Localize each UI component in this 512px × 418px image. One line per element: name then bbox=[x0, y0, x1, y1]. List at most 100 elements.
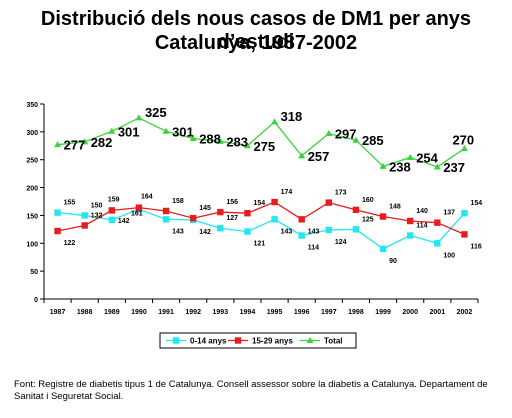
data-label-s2: 275 bbox=[253, 139, 275, 154]
data-point-s1 bbox=[406, 217, 414, 225]
chart-title-line-1: Distribució dels nous casos de DM1 per a… bbox=[40, 8, 472, 53]
data-point-s0 bbox=[271, 216, 278, 223]
data-point-s0 bbox=[81, 212, 88, 219]
y-tick-label: 150 bbox=[26, 213, 38, 220]
data-label-s2: 325 bbox=[145, 105, 167, 120]
data-point-s2 bbox=[243, 142, 251, 149]
data-label-s0: 127 bbox=[226, 215, 238, 222]
data-point-s2 bbox=[54, 141, 62, 148]
y-tick-label: 100 bbox=[26, 241, 38, 248]
data-label-s0: 114 bbox=[416, 222, 427, 229]
data-label-s2: 318 bbox=[281, 109, 303, 124]
data-point-s2 bbox=[298, 152, 306, 159]
x-tick-label: 1992 bbox=[185, 309, 201, 316]
data-point-s0 bbox=[379, 245, 387, 253]
data-point-s0 bbox=[298, 232, 305, 239]
data-point-s1 bbox=[325, 199, 333, 206]
y-tick-label: 300 bbox=[26, 130, 38, 137]
data-label-s1: 116 bbox=[470, 243, 481, 250]
legend-marker-1 bbox=[234, 337, 242, 344]
data-point-s0 bbox=[325, 226, 333, 234]
data-label-s1: 154 bbox=[253, 200, 265, 207]
data-label-s1: 158 bbox=[172, 198, 184, 205]
x-tick-label: 1989 bbox=[104, 309, 120, 316]
data-point-s0 bbox=[352, 226, 360, 233]
data-point-s0 bbox=[406, 232, 414, 239]
x-tick-label: 1995 bbox=[267, 309, 283, 316]
legend-label-2: Total bbox=[324, 337, 343, 346]
data-label-s0: 90 bbox=[389, 258, 397, 265]
data-label-s2: 285 bbox=[362, 133, 384, 148]
y-tick-label: 0 bbox=[34, 297, 38, 304]
x-tick-label: 1993 bbox=[213, 309, 229, 316]
data-point-s1 bbox=[108, 207, 116, 214]
data-point-s0 bbox=[162, 216, 170, 223]
data-label-s0: 155 bbox=[64, 200, 76, 207]
data-label-s2: 301 bbox=[172, 124, 194, 139]
series-line-2 bbox=[57, 117, 465, 168]
data-point-s2 bbox=[433, 163, 441, 170]
data-point-s1 bbox=[135, 204, 143, 211]
data-point-s1 bbox=[54, 227, 61, 235]
data-point-s2 bbox=[81, 138, 89, 145]
data-label-s1: 174 bbox=[281, 189, 293, 196]
data-point-s2 bbox=[325, 130, 333, 137]
x-tick-label: 1987 bbox=[50, 309, 66, 316]
data-label-s0: 154 bbox=[470, 200, 482, 207]
data-label-s2: 238 bbox=[389, 159, 411, 174]
data-label-s1: 159 bbox=[108, 196, 120, 203]
legend-label-0: 0-14 anys bbox=[190, 337, 227, 346]
data-label-s2: 297 bbox=[335, 127, 357, 142]
legend-marker-2 bbox=[306, 337, 314, 343]
x-tick-label: 2001 bbox=[430, 309, 446, 316]
data-label-s2: 257 bbox=[308, 149, 330, 164]
x-tick-label: 1991 bbox=[158, 309, 174, 316]
data-label-s0: 125 bbox=[362, 216, 374, 223]
chart-title-line-2: Catalunya, 1987-2002 bbox=[154, 32, 358, 54]
x-tick-label: 1988 bbox=[77, 309, 93, 316]
data-label-s1: 140 bbox=[416, 208, 428, 215]
data-point-s1 bbox=[162, 207, 170, 215]
data-point-s1 bbox=[244, 210, 251, 217]
data-point-s1 bbox=[352, 206, 360, 214]
line-chart: 0 50 100 150 200 250 300 350 1987 1988 1989 1990 199… bbox=[26, 102, 482, 349]
source-note: Font: Registre de diabetis tipus 1 de Ca… bbox=[14, 379, 488, 402]
data-label-s1: 160 bbox=[362, 197, 374, 204]
x-tick-label: 1997 bbox=[321, 309, 337, 316]
data-point-s2 bbox=[406, 153, 414, 160]
data-point-s2 bbox=[271, 118, 279, 125]
data-point-s2 bbox=[189, 135, 197, 142]
data-label-s2: 254 bbox=[416, 150, 438, 165]
data-label-s2: 283 bbox=[226, 134, 248, 149]
data-point-s1 bbox=[189, 215, 197, 222]
data-label-s2: 288 bbox=[199, 132, 221, 147]
data-label-s1: 173 bbox=[335, 190, 347, 197]
data-point-s0 bbox=[244, 228, 251, 235]
data-point-s1 bbox=[298, 216, 305, 223]
data-label-s2: 270 bbox=[452, 133, 474, 148]
series-line-1 bbox=[57, 201, 465, 235]
data-label-s1: 164 bbox=[141, 194, 153, 201]
data-point-s1 bbox=[434, 219, 441, 226]
data-label-s0: 150 bbox=[91, 202, 103, 209]
data-point-s2 bbox=[108, 127, 116, 134]
x-tick-label: 2000 bbox=[402, 309, 418, 316]
x-tick-label: 1999 bbox=[375, 309, 391, 316]
data-label-s0: 100 bbox=[443, 252, 455, 259]
data-label-s0: 124 bbox=[335, 239, 347, 246]
data-label-s1: 122 bbox=[64, 240, 76, 247]
series-line-0 bbox=[57, 208, 465, 250]
data-point-s2 bbox=[216, 137, 224, 144]
data-point-s1 bbox=[217, 208, 224, 216]
data-label-s0: 161 bbox=[131, 210, 143, 217]
data-label-s2: 237 bbox=[443, 160, 465, 175]
data-label-s1: 137 bbox=[443, 210, 455, 217]
x-tick-label: 1990 bbox=[131, 309, 147, 316]
legend-label-1: 15-29 anys bbox=[252, 337, 293, 346]
data-point-s2 bbox=[352, 136, 360, 143]
x-tick-label: 2002 bbox=[457, 309, 473, 316]
data-point-s2 bbox=[135, 114, 143, 121]
legend-marker-0 bbox=[172, 337, 180, 344]
x-tick-label: 1994 bbox=[240, 309, 256, 316]
data-point-s2 bbox=[379, 162, 387, 169]
